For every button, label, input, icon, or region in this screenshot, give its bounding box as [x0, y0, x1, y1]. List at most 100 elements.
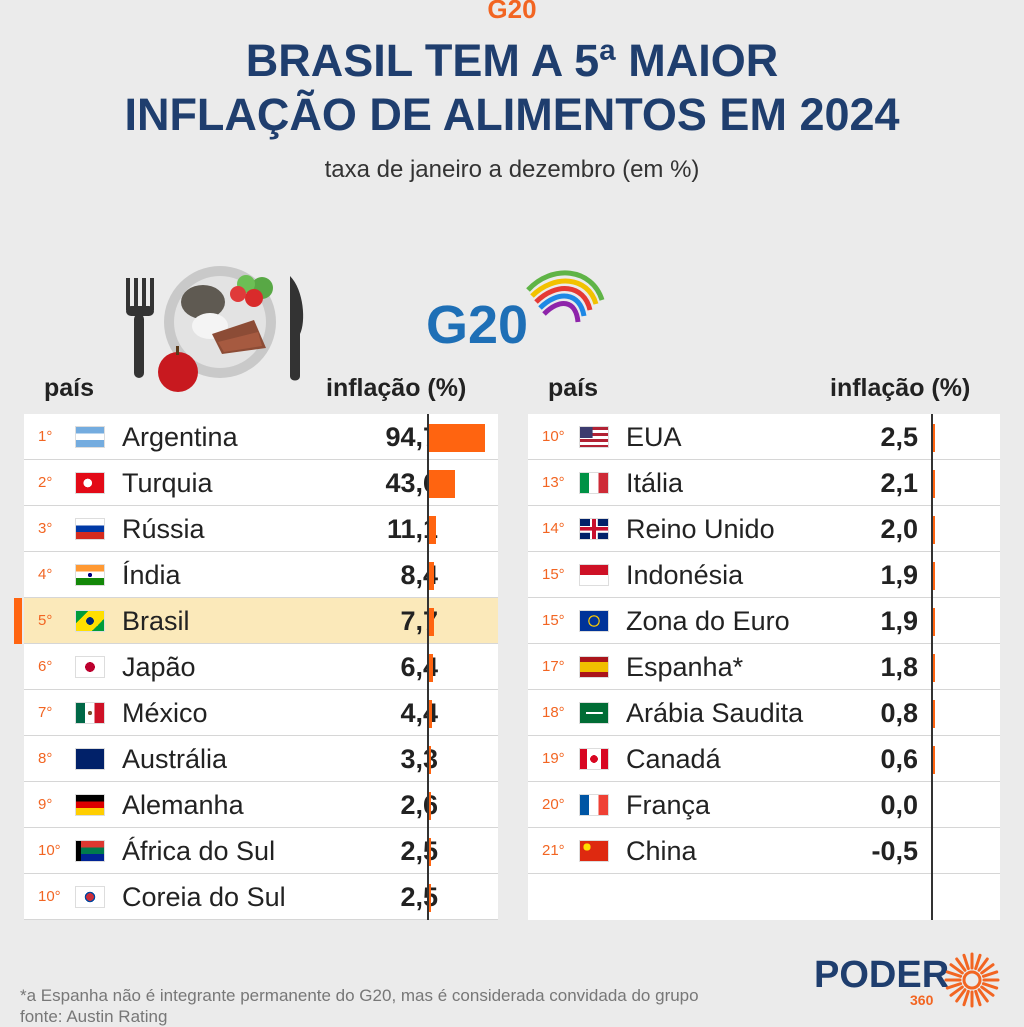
table-row: 6° Japão 6,4: [24, 644, 498, 690]
rank-label: 5°: [38, 612, 53, 629]
flag-spain-icon: [580, 657, 608, 677]
flag-saudi-arabia-icon: [580, 703, 608, 723]
country-name: Brasil: [122, 606, 190, 636]
table-row: 18° Arábia Saudita 0,8: [528, 690, 1000, 736]
country-name: Argentina: [122, 422, 238, 452]
left-zero-axis: [427, 414, 429, 920]
flag-japan-icon: [76, 657, 104, 677]
bar: [429, 654, 433, 682]
highlight-marker: [14, 598, 22, 644]
table-row: 7° México 4,4: [24, 690, 498, 736]
bar: [933, 608, 935, 636]
bar: [933, 516, 935, 544]
table-row: 1° Argentina 94,7: [24, 414, 498, 460]
footnote: *a Espanha não é integrante permanente d…: [20, 986, 699, 1005]
g20-swirl-icon: [526, 270, 605, 323]
country-name: Arábia Saudita: [626, 698, 804, 728]
flag-usa-icon: [580, 427, 608, 447]
rank-label: 3°: [38, 520, 53, 537]
country-name: Canadá: [626, 744, 721, 774]
country-name: Coreia do Sul: [122, 882, 286, 912]
table-row: 21° China -0,5: [528, 828, 1000, 874]
country-name: Espanha*: [626, 652, 744, 682]
bar: [429, 700, 432, 728]
country-name: Itália: [626, 468, 684, 498]
sun-logo-icon: [944, 952, 1000, 1008]
right-ranking-panel: 10° EUA 2,5 13° Itália 2,1 14° Reino Unido 2,0 15…: [528, 414, 1000, 920]
country-name: Japão: [122, 652, 196, 682]
g20-logo: G20: [426, 266, 616, 356]
rank-label: 21°: [542, 842, 565, 859]
source-note: fonte: Austin Rating: [20, 1007, 168, 1026]
country-name: Zona do Euro: [626, 606, 790, 636]
rank-label: 9°: [38, 796, 53, 813]
flag-china-icon: [580, 841, 608, 861]
country-name: China: [626, 836, 697, 866]
rank-label: 10°: [38, 842, 61, 859]
value-label: 11,1: [386, 514, 438, 544]
country-name: Reino Unido: [626, 514, 775, 544]
subtitle: taxa de janeiro a dezembro (em %): [324, 156, 700, 183]
rank-label: 6°: [38, 658, 53, 675]
right-country-header: país: [548, 374, 599, 402]
country-name: Turquia: [122, 468, 213, 498]
flag-italy-icon: [580, 473, 608, 493]
country-name: Alemanha: [122, 790, 244, 820]
country-name: Rússia: [122, 514, 205, 544]
table-row: 20° França 0,0: [528, 782, 1000, 828]
value-label: 0,0: [880, 790, 918, 820]
table-row: 8° Austrália 3,3: [24, 736, 498, 782]
value-label: 0,8: [880, 698, 918, 728]
value-label: 2,1: [880, 468, 918, 498]
flag-uk-icon: [580, 519, 608, 539]
value-label: 3,3: [400, 744, 438, 774]
bar: [933, 746, 935, 774]
value-label: 94,7: [385, 422, 438, 452]
flag-germany-icon: [76, 795, 104, 815]
left-value-header: inflação (%): [326, 374, 467, 402]
bar: [429, 608, 434, 636]
flag-mexico-icon: [76, 703, 104, 723]
title-line-2: INFLAÇÃO DE ALIMENTOS EM 2024: [124, 89, 900, 140]
value-label: 7,7: [400, 606, 438, 636]
rank-label: 1°: [38, 428, 53, 445]
rank-label: 15°: [542, 566, 565, 583]
table-row: 13° Itália 2,1: [528, 460, 1000, 506]
value-label: 0,6: [880, 744, 918, 774]
rank-label: 10°: [542, 428, 565, 445]
rank-label: 18°: [542, 704, 565, 721]
flag-argentina-icon: [76, 427, 104, 447]
country-name: África do Sul: [122, 836, 276, 866]
rank-label: 14°: [542, 520, 565, 537]
value-label: 2,0: [880, 514, 918, 544]
rank-label: 2°: [38, 474, 53, 491]
title-line-1: BRASIL TEM A 5ª MAIOR: [245, 35, 779, 86]
flag-indonesia-icon: [580, 565, 608, 585]
rank-label: 13°: [542, 474, 565, 491]
rank-label: 4°: [38, 566, 53, 583]
value-label: 1,8: [880, 652, 918, 682]
bar: [429, 424, 485, 452]
value-label: 1,9: [880, 606, 918, 636]
rank-label: 15°: [542, 612, 565, 629]
bar: [933, 562, 935, 590]
flag-australia-icon: [76, 749, 104, 769]
bar: [429, 516, 436, 544]
brand-logo-sub: 360: [910, 992, 934, 1008]
table-row: 10° EUA 2,5: [528, 414, 1000, 460]
bar: [933, 700, 935, 728]
bar: [429, 470, 455, 498]
flag-canada-icon: [580, 749, 608, 769]
left-country-header: país: [44, 374, 95, 402]
country-name: Indonésia: [626, 560, 744, 590]
bar: [429, 562, 434, 590]
table-row: 15° Indonésia 1,9: [528, 552, 1000, 598]
rank-label: 17°: [542, 658, 565, 675]
table-row: 10° Coreia do Sul 2,5: [24, 874, 498, 920]
table-row: 5° Brasil 7,7: [24, 598, 498, 644]
rank-label: 7°: [38, 704, 53, 721]
table-row: 2° Turquia 43,6: [24, 460, 498, 506]
rank-label: 20°: [542, 796, 565, 813]
left-ranking-panel: 1° Argentina 94,7 2° Turquia 43,6 3° Rússia 11,1…: [24, 414, 498, 920]
flag-brazil-icon: [76, 611, 104, 631]
